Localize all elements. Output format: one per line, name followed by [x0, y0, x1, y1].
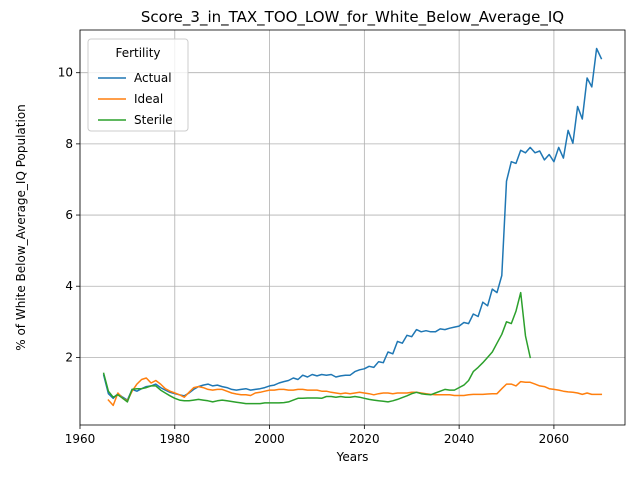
series-group — [102, 47, 603, 407]
y-tick-label: 6 — [65, 208, 73, 222]
legend: Fertility Actual Ideal Sterile — [87, 38, 189, 132]
legend-frame — [87, 38, 189, 132]
legend-label-sterile: Sterile — [134, 113, 173, 127]
y-tick-label: 2 — [65, 350, 73, 364]
grid — [79, 30, 625, 425]
series-line-sterile — [102, 291, 532, 405]
legend-items: Actual Ideal Sterile — [98, 71, 173, 127]
x-tick-label: 2000 — [254, 432, 285, 446]
y-axis-label: % of White Below_Average_IQ Population — [14, 104, 28, 351]
series-line-ideal — [107, 377, 603, 407]
chart-title: Score_3_in_TAX_TOO_LOW_for_White_Below_A… — [141, 8, 564, 27]
x-tick-label: 2020 — [349, 432, 380, 446]
legend-label-actual: Actual — [134, 71, 172, 85]
x-tick-label: 2040 — [444, 432, 475, 446]
axes-frame — [79, 29, 626, 426]
y-tick-label: 10 — [58, 66, 73, 80]
y-tick-label: 8 — [65, 137, 73, 151]
legend-title: Fertility — [115, 46, 160, 60]
y-tick-label: 4 — [65, 279, 73, 293]
x-axis-label: Years — [336, 450, 369, 464]
x-tick-label: 1980 — [160, 432, 191, 446]
legend-label-ideal: Ideal — [134, 92, 163, 106]
axis-ticks: 1960 1980 2000 2020 2040 2060 2 4 6 8 10 — [58, 66, 569, 446]
x-tick-label: 2060 — [539, 432, 570, 446]
x-tick-label: 1960 — [65, 432, 96, 446]
